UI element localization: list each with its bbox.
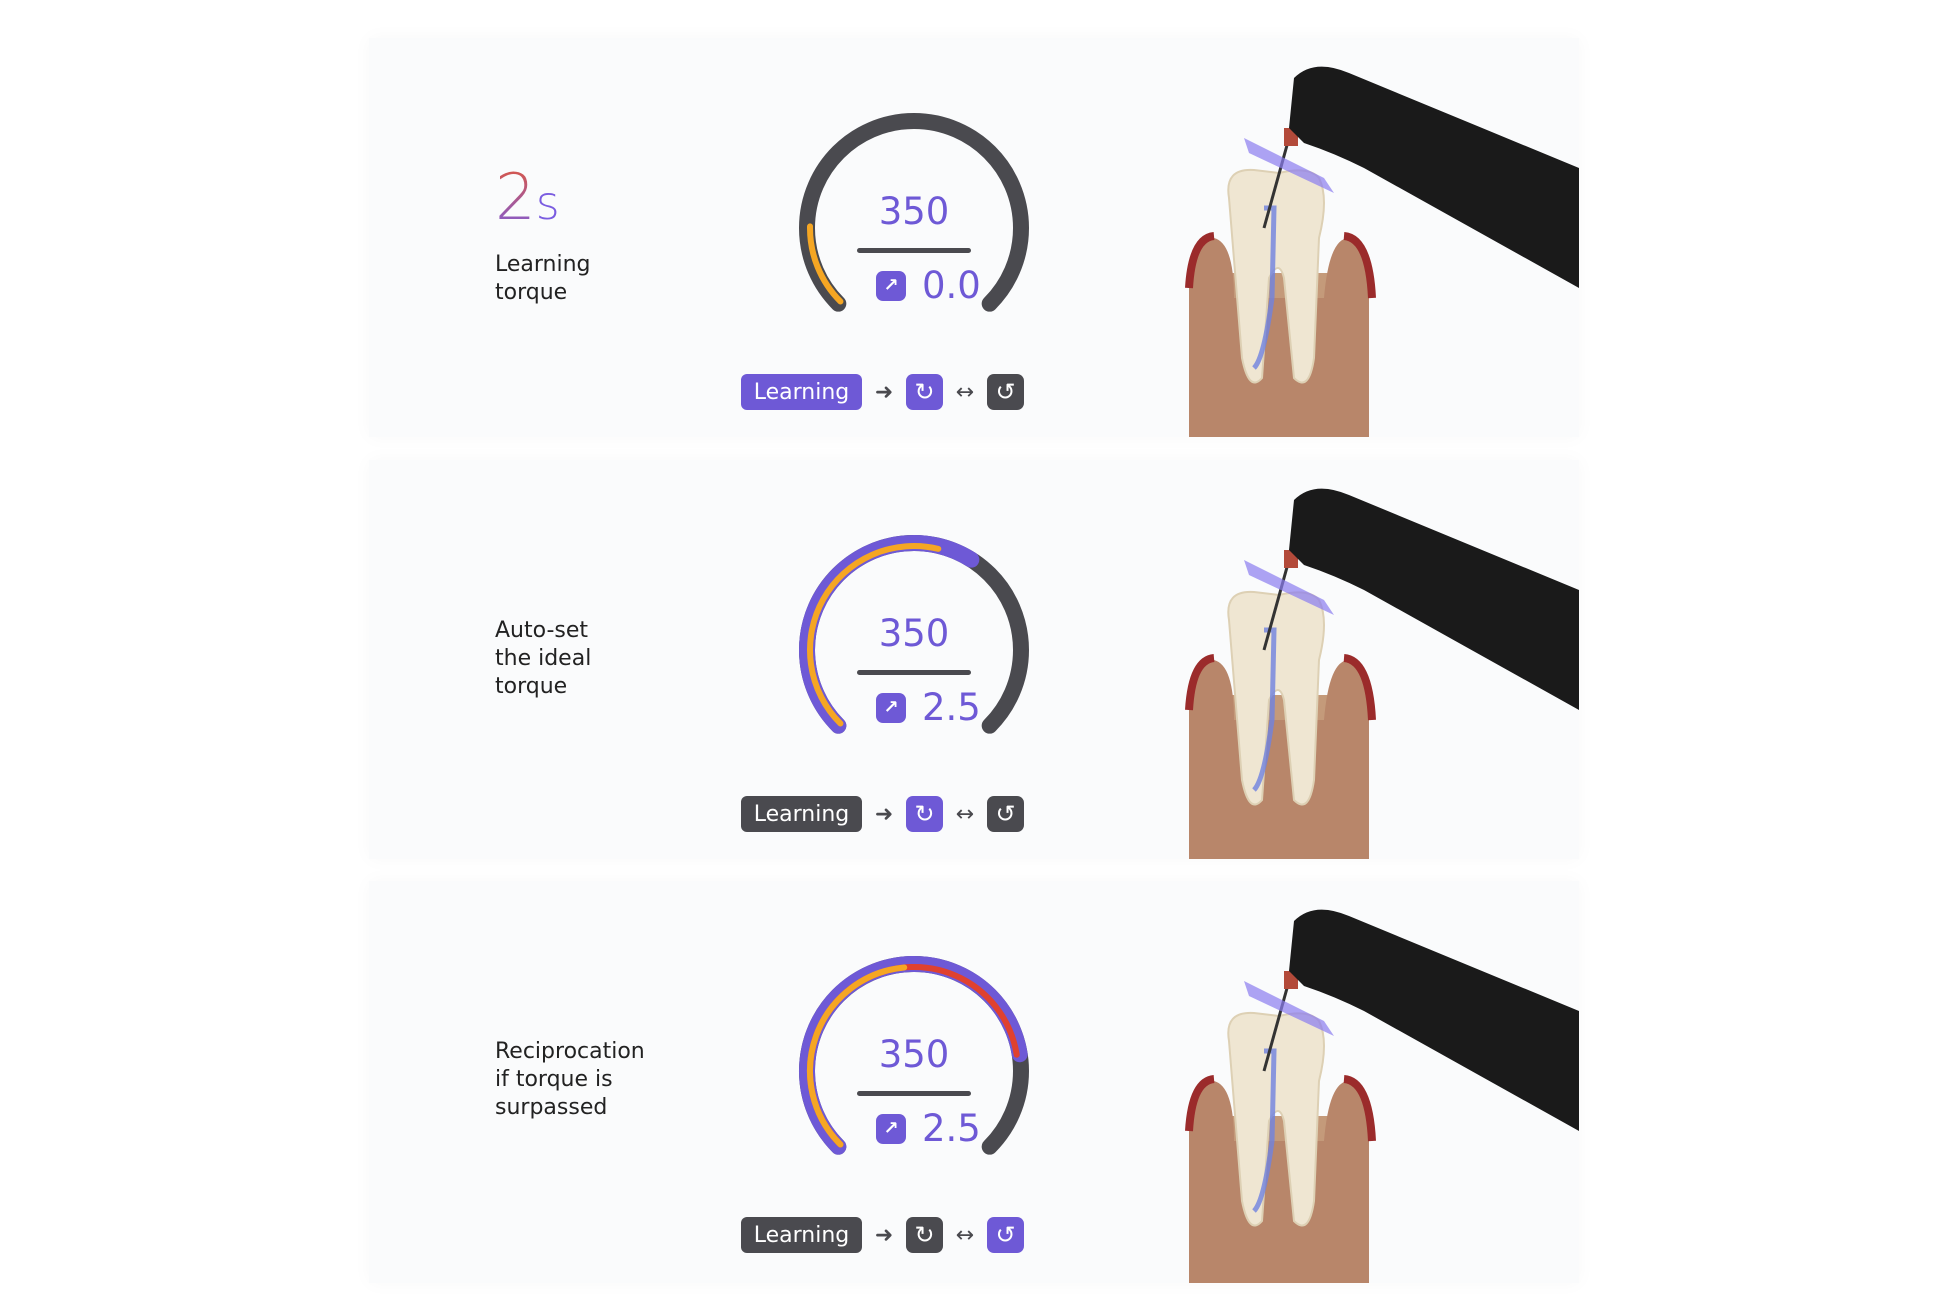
handpiece-tooth-illustration (1185, 909, 1579, 1283)
caption-line: Learning (495, 252, 591, 277)
caption-line: the ideal (495, 646, 592, 671)
caption-line: surpassed (495, 1095, 608, 1120)
rotate-clockwise-icon[interactable]: ↻ (906, 1217, 943, 1253)
reciprocate-icon[interactable]: ↺ (987, 1217, 1024, 1253)
caption-line: Auto-set (495, 618, 589, 643)
panel-reciprocation: Reciprocation if torque is surpassed 350… (369, 881, 1579, 1283)
timer-value: 2 (495, 161, 536, 235)
caption-line: torque (495, 674, 568, 699)
speed-value: 350 (878, 190, 950, 233)
double-arrow-icon: ↔ (955, 379, 975, 405)
timer-unit: s (535, 176, 560, 230)
caption: 2s Learning torque (495, 166, 591, 307)
gauge-arc (799, 535, 1029, 734)
speed-value: 350 (878, 612, 950, 655)
gauge-arc (799, 956, 1029, 1155)
mode-controls: Learning ➜ ↻ ↔ ↺ (741, 796, 1024, 832)
torque-icon: ↗ (876, 692, 906, 723)
caption: Reciprocation if torque is surpassed (495, 1038, 645, 1122)
caption-line: if torque is (495, 1067, 613, 1092)
torque-icon: ↗ (876, 1113, 906, 1144)
divider (857, 670, 971, 675)
gauge-inner-fill (807, 223, 844, 305)
torque-gauge: 350 ↗ 2.5 (764, 500, 1064, 830)
double-arrow-icon: ↔ (955, 801, 975, 827)
learning-button[interactable]: Learning (741, 374, 862, 410)
arrow-right-icon: ➜ (874, 1222, 894, 1248)
arrow-right-icon: ➜ (874, 379, 894, 405)
learning-button[interactable]: Learning (741, 796, 862, 832)
arrow-right-icon: ➜ (874, 801, 894, 827)
gauge-inner-fill (807, 964, 908, 1148)
reciprocate-icon[interactable]: ↺ (987, 374, 1024, 410)
torque-value: 2.5 (922, 1107, 981, 1150)
caption-line: Reciprocation (495, 1039, 645, 1064)
torque-gauge: 350 ↗ 0.0 (764, 78, 1064, 408)
learning-button[interactable]: Learning (741, 1217, 862, 1253)
handpiece-tooth-illustration (1185, 488, 1579, 859)
gauge-arc (799, 113, 1029, 312)
caption-line: torque (495, 280, 568, 305)
torque-row: ↗ 2.5 (876, 1107, 981, 1150)
mode-controls: Learning ➜ ↻ ↔ ↺ (741, 1217, 1024, 1253)
panel-auto-set-torque: Auto-set the ideal torque 350 ↗ 2.5 Lear… (369, 460, 1579, 859)
torque-row: ↗ 2.5 (876, 686, 981, 729)
reciprocate-icon[interactable]: ↺ (987, 796, 1024, 832)
panel-learning-torque: 2s Learning torque 350 ↗ 0.0 Learning ➜ … (369, 38, 1579, 437)
speed-value: 350 (878, 1033, 950, 1076)
caption: Auto-set the ideal torque (495, 617, 591, 701)
handpiece-tooth-illustration (1185, 66, 1579, 437)
torque-row: ↗ 0.0 (876, 264, 981, 307)
torque-value: 0.0 (922, 264, 981, 307)
rotate-clockwise-icon[interactable]: ↻ (906, 796, 943, 832)
mode-controls: Learning ➜ ↻ ↔ ↺ (741, 374, 1024, 410)
divider (857, 248, 971, 253)
divider (857, 1091, 971, 1096)
torque-icon: ↗ (876, 270, 906, 301)
torque-gauge: 350 ↗ 2.5 (764, 921, 1064, 1251)
torque-value: 2.5 (922, 686, 981, 729)
gauge-inner-fill (807, 543, 942, 727)
double-arrow-icon: ↔ (955, 1222, 975, 1248)
timer: 2s (495, 166, 591, 235)
rotate-clockwise-icon[interactable]: ↻ (906, 374, 943, 410)
